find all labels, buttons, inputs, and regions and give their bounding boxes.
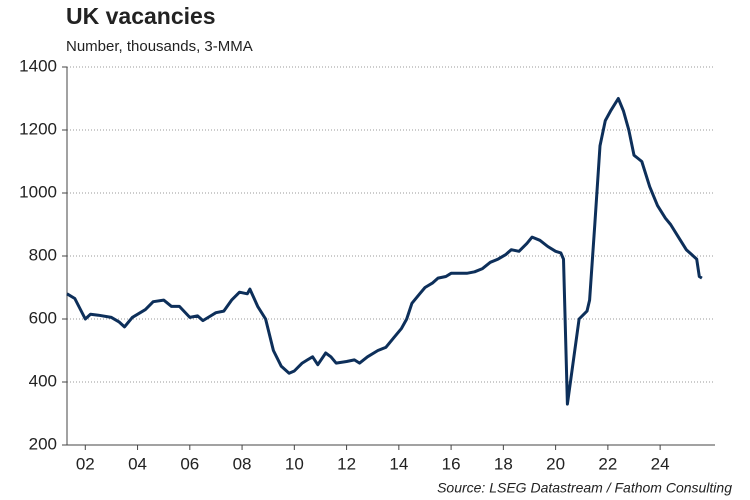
x-tick-label: 10 (285, 454, 304, 473)
x-tick-label: 08 (233, 454, 252, 473)
x-tick-label: 04 (128, 454, 147, 473)
x-tick-label: 14 (389, 454, 408, 473)
x-tick-label: 22 (598, 454, 617, 473)
y-tick-label: 1400 (19, 56, 57, 75)
y-tick-label: 400 (29, 371, 57, 390)
chart-title: UK vacancies (66, 3, 216, 29)
x-tick-label: 16 (442, 454, 461, 473)
x-tick-label: 12 (337, 454, 356, 473)
x-tick-label: 02 (76, 454, 95, 473)
x-tick-label: 24 (651, 454, 670, 473)
chart-subtitle: Number, thousands, 3-MMA (66, 38, 253, 55)
y-tick-label: 600 (29, 308, 57, 327)
x-tick-label: 20 (546, 454, 565, 473)
source-note: Source: LSEG Datastream / Fathom Consult… (437, 480, 732, 496)
x-tick-label: 18 (494, 454, 513, 473)
data-line (66, 97, 703, 406)
y-tick-label: 800 (29, 245, 57, 264)
y-tick-label: 200 (29, 434, 57, 453)
x-tick-label: 06 (180, 454, 199, 473)
y-tick-label: 1000 (19, 182, 57, 201)
y-tick-label: 1200 (19, 119, 57, 138)
